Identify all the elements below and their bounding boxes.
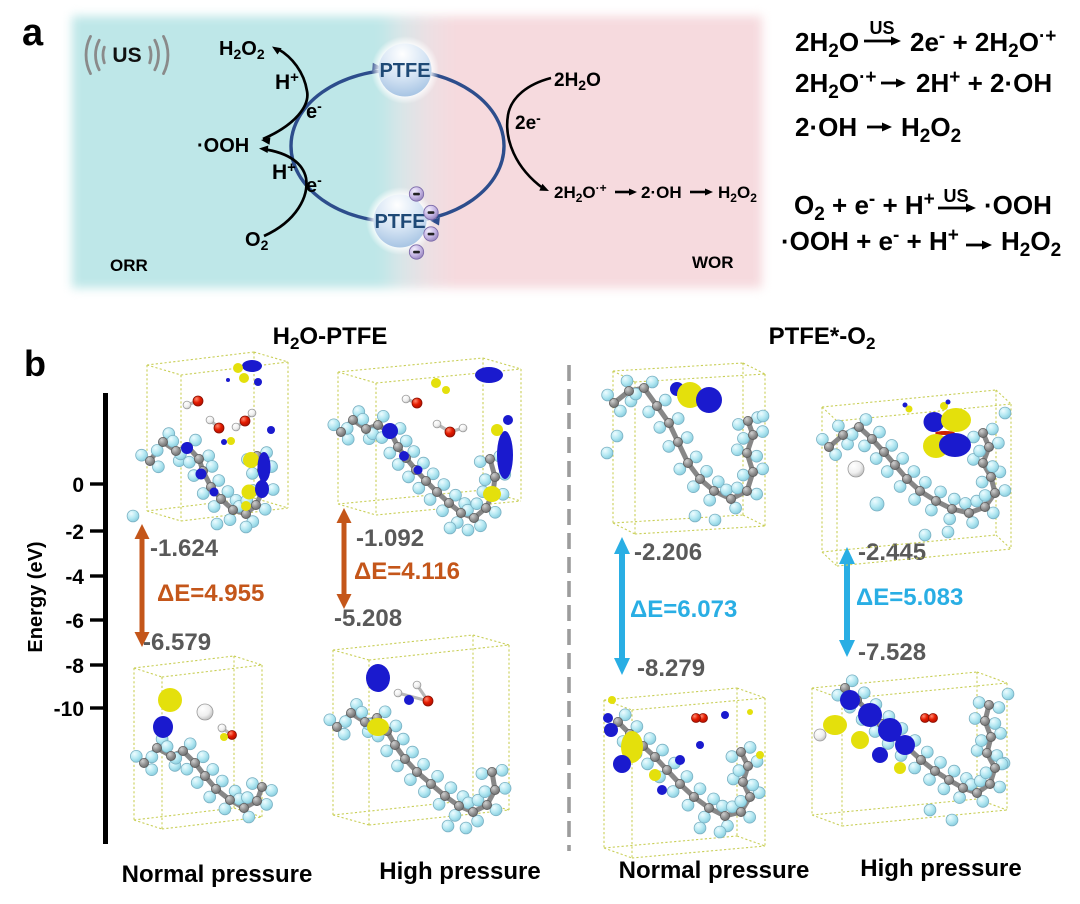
svg-text:·OOH: ·OOH [197,135,249,157]
svg-text:High pressure: High pressure [860,855,1021,882]
svg-text:-6.579: -6.579 [143,629,211,656]
svg-text:US: US [869,18,894,38]
svg-text:PTFE: PTFE [379,60,430,82]
svg-text:O2​: O2​ [245,229,269,253]
svg-text:-10: -10 [54,698,84,721]
svg-text:US: US [112,44,141,67]
svg-text:High pressure: High pressure [379,858,540,885]
svg-text:·OOH: ·OOH [984,190,1052,220]
svg-text:H2​O-PTFE: H2​O-PTFE [273,323,388,353]
svg-text:-8.279: -8.279 [637,655,705,682]
svg-text:2·OH: 2·OH [795,112,857,142]
svg-text:a: a [22,12,44,54]
svg-text:2H2​O·+​: 2H2​O·+​ [795,67,877,103]
svg-text:Energy (eV): Energy (eV) [25,541,47,652]
svg-text:ΔE=4.116: ΔE=4.116 [354,558,460,585]
svg-text:2e-​ + 2H2​O·+​: 2e-​ + 2H2​O·+​ [910,26,1056,62]
svg-text:-1.624: -1.624 [150,535,219,562]
svg-text:2·OH: 2·OH [641,183,682,202]
svg-text:O2​ + e-​ + H+​: O2​ + e-​ + H+​ [794,189,935,225]
svg-text:US: US [943,186,968,206]
svg-text:2H2​O: 2H2​O [554,70,601,93]
svg-text:-2: -2 [65,521,84,544]
svg-text:H2​O2​: H2​O2​ [901,112,961,147]
svg-text:H2​O2​: H2​O2​ [718,183,757,205]
svg-text:2H2​O·+​: 2H2​O·+​ [554,181,607,205]
svg-text:e-​: e-​ [306,98,322,123]
svg-text:2H2​O: 2H2​O [795,27,859,62]
svg-text:e-​: e-​ [306,172,322,197]
svg-text:H2​O2​: H2​O2​ [1001,226,1061,261]
svg-text:Normal pressure: Normal pressure [619,857,810,884]
svg-text:-2.206: -2.206 [634,539,702,566]
svg-text:b: b [24,343,46,384]
svg-text:H+​: H+​ [275,69,299,94]
svg-text:-8: -8 [65,655,84,678]
svg-text:-5.208: -5.208 [334,605,402,632]
svg-text:0: 0 [72,474,84,497]
svg-text:-2.445: -2.445 [858,539,926,566]
svg-text:-1.092: -1.092 [356,525,424,552]
svg-text:ΔE=5.083: ΔE=5.083 [856,584,963,611]
svg-text:ΔE=6.073: ΔE=6.073 [630,596,737,623]
svg-text:·OOH + e-​ + H+​: ·OOH + e-​ + H+​ [781,225,959,256]
svg-text:2H+​ + 2·OH: 2H+​ + 2·OH [916,67,1052,98]
svg-text:2e-​: 2e-​ [515,110,541,134]
svg-text:PTFE*-O2​: PTFE*-O2​ [769,323,876,353]
svg-text:ΔE=4.955: ΔE=4.955 [157,580,264,607]
svg-text:PTFE: PTFE [374,211,425,233]
svg-text:ORR: ORR [110,256,148,275]
svg-text:-7.528: -7.528 [858,639,926,666]
svg-text:Normal pressure: Normal pressure [122,861,313,888]
svg-text:-4: -4 [65,566,84,589]
svg-text:WOR: WOR [692,253,734,272]
svg-text:H+​: H+​ [272,159,296,184]
svg-text:-6: -6 [65,610,84,633]
svg-text:H2​O2​: H2​O2​ [219,38,265,62]
